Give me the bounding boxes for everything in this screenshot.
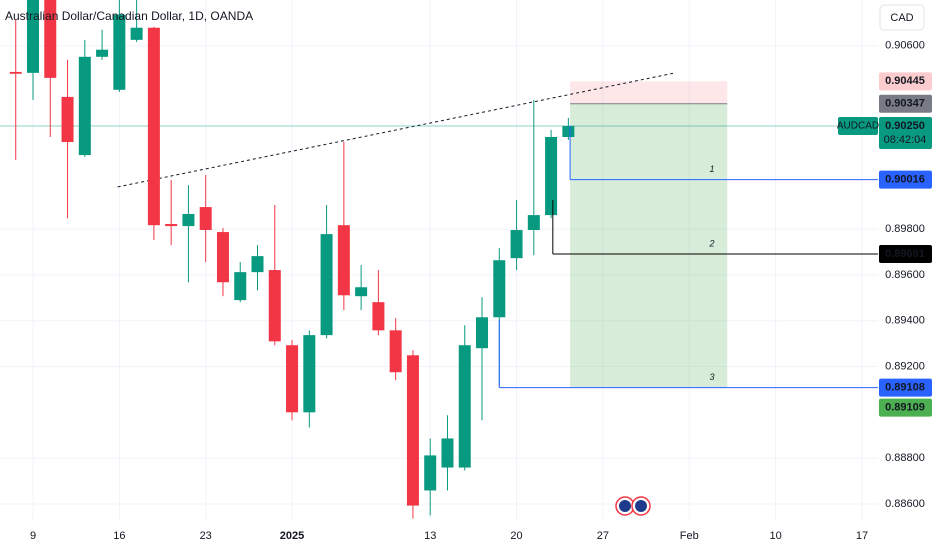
- level-label: 0.89691: [885, 248, 925, 260]
- level-name: 3: [709, 372, 714, 382]
- x-tick-label: 17: [856, 530, 868, 542]
- candle-body: [320, 234, 333, 336]
- level-label: 0.90016: [885, 174, 925, 186]
- candle-body: [182, 213, 195, 227]
- candle-body: [441, 438, 454, 468]
- candle-body: [406, 355, 419, 506]
- x-tick-label: 27: [597, 530, 609, 542]
- candle-body: [355, 287, 368, 297]
- stop-tag: [879, 72, 932, 91]
- currency-button[interactable]: [879, 4, 925, 31]
- candle-body: [78, 56, 91, 156]
- level-tag: [879, 245, 932, 264]
- candle-body: [458, 345, 471, 468]
- candle-body: [493, 260, 506, 318]
- y-tick-label: 0.89600: [885, 269, 925, 281]
- candle-body: [61, 96, 74, 143]
- candle-body: [372, 302, 385, 331]
- candle-body: [476, 317, 489, 349]
- level-name: 2: [708, 238, 714, 248]
- candle-body: [303, 335, 316, 413]
- x-tick-label: 9: [30, 530, 36, 542]
- candle-body: [199, 207, 212, 230]
- candle-body: [216, 232, 229, 283]
- flag: [619, 500, 631, 512]
- level-label: 0.89108: [885, 382, 925, 394]
- event-icons: [615, 496, 651, 516]
- stop-label: 0.90445: [885, 75, 925, 87]
- candle-body: [96, 49, 109, 57]
- y-tick-label: 0.88800: [885, 452, 925, 464]
- candle-body: [562, 125, 575, 137]
- x-tick-label: 20: [510, 530, 522, 542]
- entry-label: 0.90347: [885, 98, 925, 110]
- y-tick-label: 0.90600: [885, 40, 925, 52]
- last-price-tag: [879, 116, 932, 149]
- candle-body: [286, 345, 299, 413]
- last-price-label: 0.90250: [885, 120, 925, 132]
- x-tick-label: 23: [200, 530, 212, 542]
- candle-body: [545, 136, 558, 216]
- candle-body: [44, 0, 57, 78]
- level-tag: [879, 170, 932, 189]
- candle-body: [27, 0, 39, 73]
- price-axis: 0.90600 0.89800 0.89600 0.89400 0.89200 0.888…: [30, 40, 932, 542]
- x-tick-label: 10: [769, 530, 781, 542]
- candle-body: [424, 455, 437, 491]
- target-zone: [570, 103, 728, 388]
- candle-body: [527, 215, 540, 230]
- candle-body: [251, 256, 264, 273]
- target-label: 0.89109: [885, 402, 925, 414]
- x-tick-label: Feb: [680, 530, 699, 542]
- y-tick-label: 0.89400: [885, 315, 925, 327]
- candle-body: [130, 27, 143, 40]
- candle-body: [9, 71, 22, 74]
- candle-body: [389, 330, 402, 373]
- candle-body: [337, 225, 350, 296]
- currency[interactable]: CAD: [890, 12, 913, 24]
- x-tick-label: 16: [113, 530, 125, 542]
- chart-title: Australian Dollar/Canadian Dollar, 1D, O…: [5, 9, 253, 23]
- x-tick-label: 2025: [280, 530, 304, 542]
- plot-area: 1 2 3: [0, 0, 878, 519]
- candle-body: [268, 270, 281, 342]
- candle-body: [165, 224, 178, 227]
- entry-tag: [879, 94, 932, 113]
- stop-zone: [570, 81, 728, 104]
- y-tick-label: 0.89800: [885, 223, 925, 235]
- y-tick-label: 0.88600: [885, 498, 925, 510]
- candle-body: [234, 272, 247, 301]
- candle-body: [510, 229, 523, 259]
- level-tag: [879, 378, 932, 397]
- symbol-label: AUDCAD: [837, 121, 879, 132]
- candle-body: [147, 27, 160, 226]
- flag: [635, 500, 647, 512]
- countdown-label: 08:42:04: [884, 134, 927, 146]
- candle-body: [113, 14, 126, 90]
- level-name: 1: [709, 164, 714, 174]
- trendline: [117, 72, 676, 188]
- x-tick-label: 13: [424, 530, 436, 542]
- y-tick-label: 0.89200: [885, 360, 925, 372]
- target-tag: [879, 398, 932, 417]
- symbol-tag: [838, 116, 878, 135]
